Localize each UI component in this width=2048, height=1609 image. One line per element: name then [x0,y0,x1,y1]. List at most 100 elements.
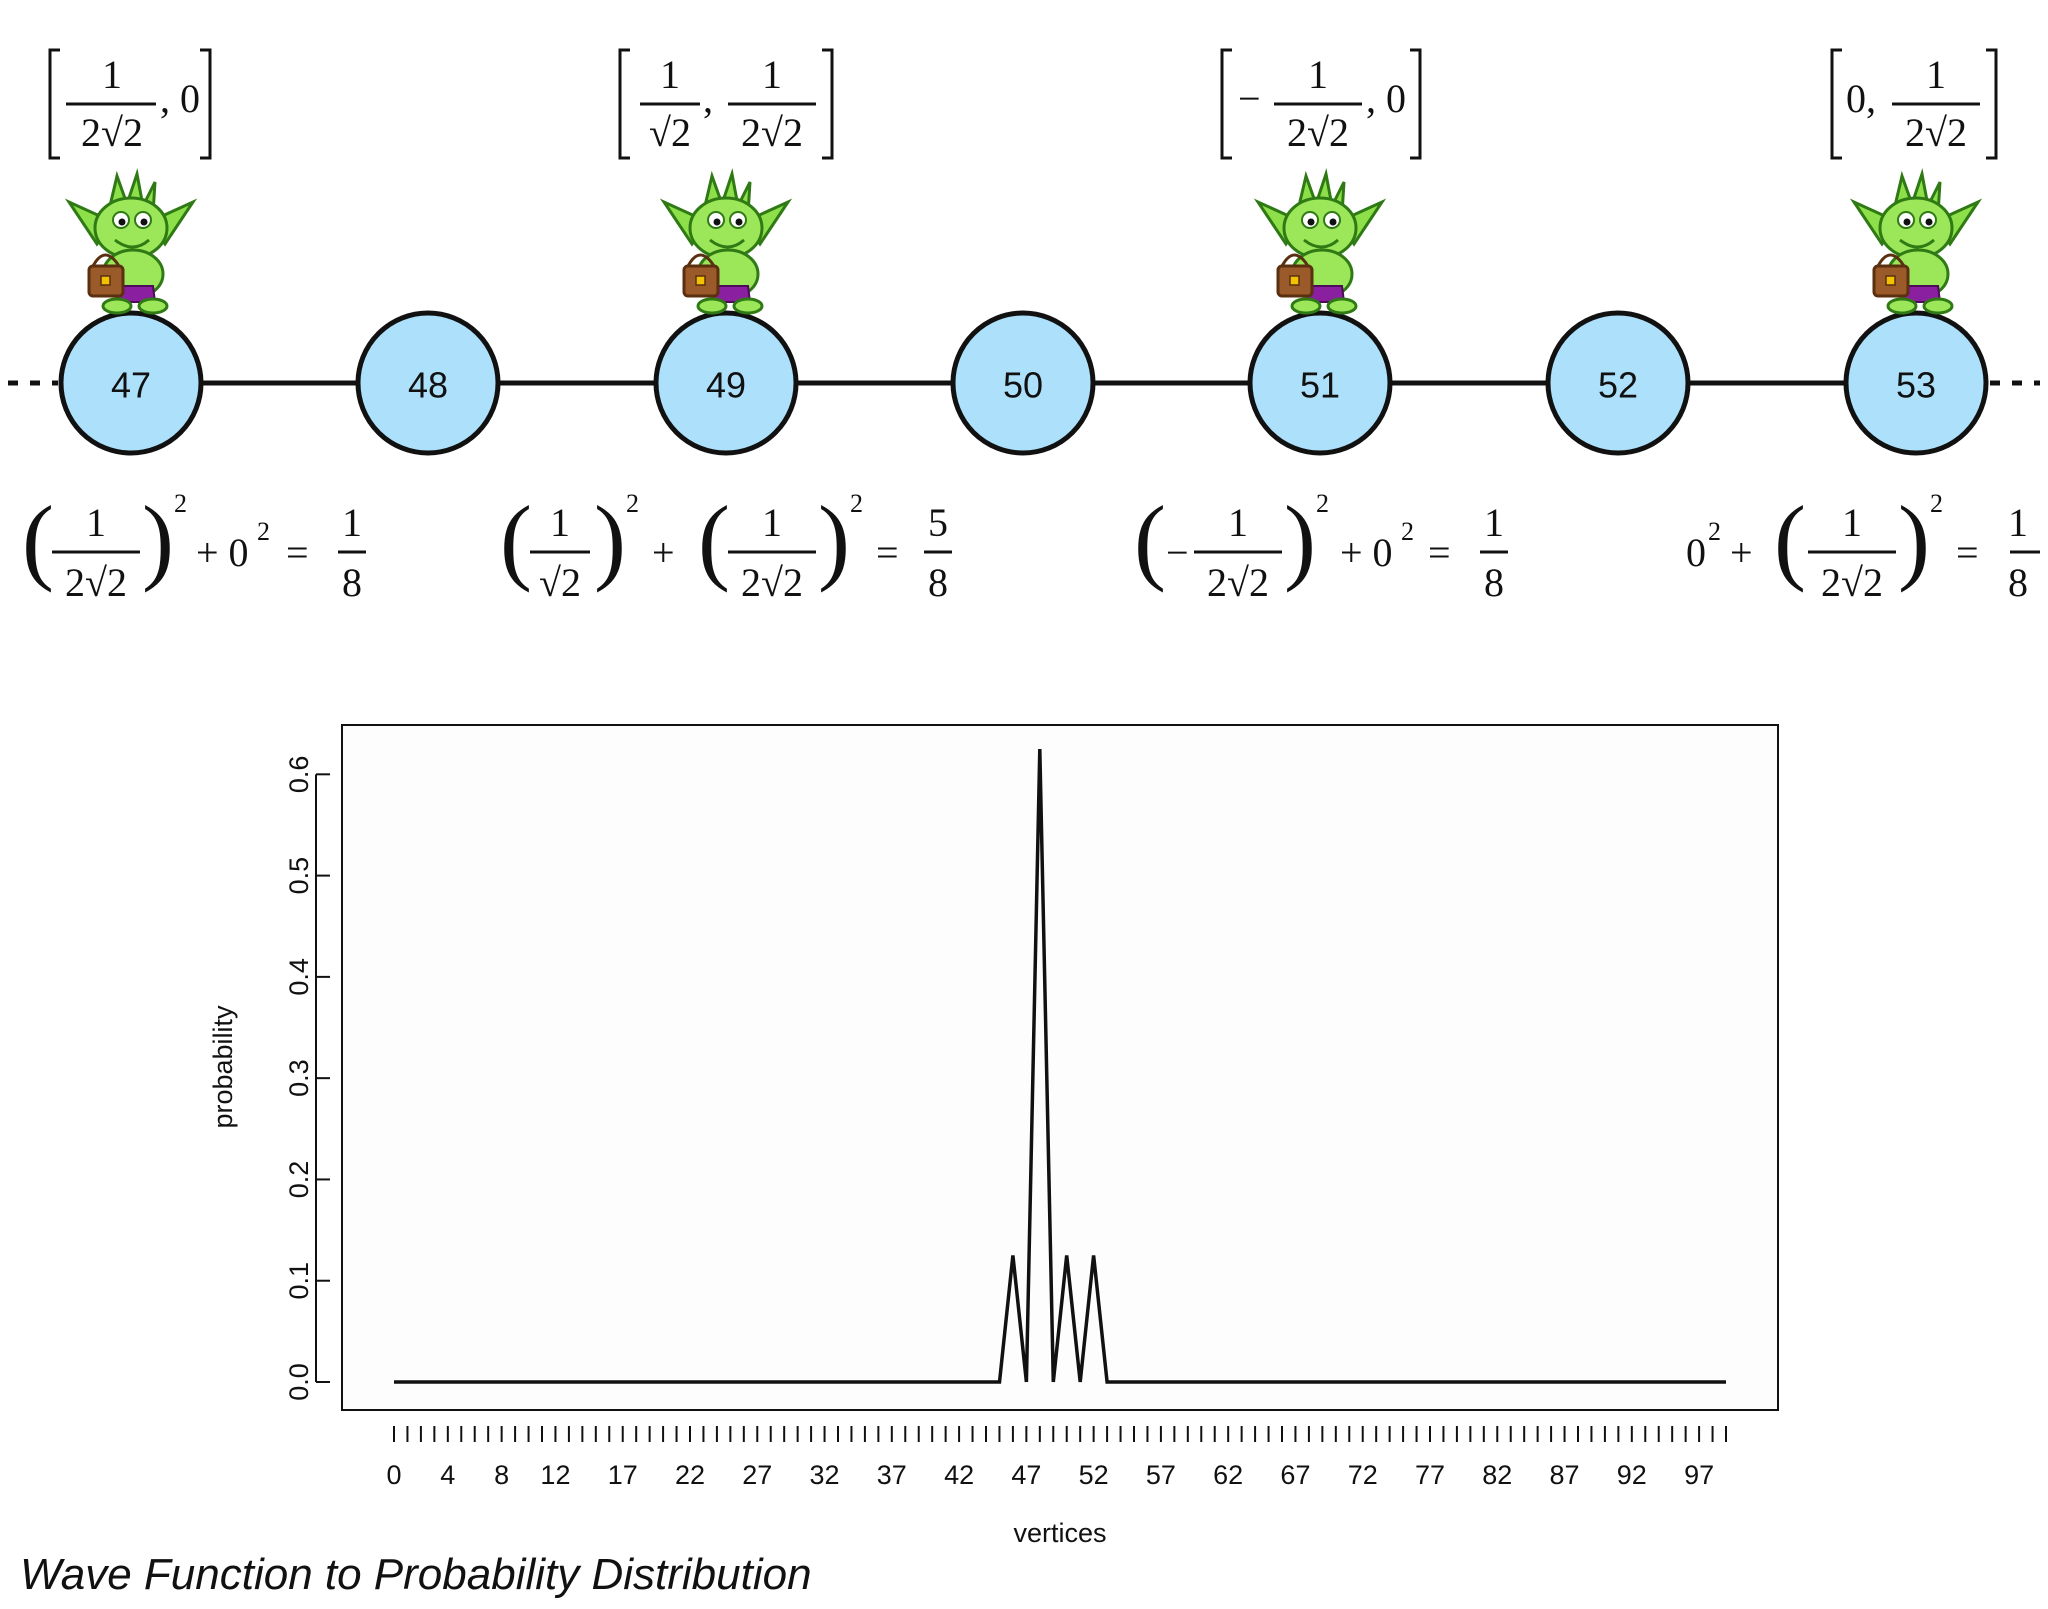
svg-text:=: = [876,530,899,575]
x-tick-label: 52 [1079,1460,1109,1490]
graph-node: 47 [58,310,204,456]
svg-text:2: 2 [850,489,863,518]
svg-text:1: 1 [102,52,122,97]
svg-text:2√2: 2√2 [1287,110,1349,155]
x-tick-label: 87 [1550,1460,1580,1490]
svg-text:1: 1 [1842,500,1862,545]
x-tick-label: 62 [1213,1460,1243,1490]
node-label: 50 [1003,365,1043,406]
cycle-graph: 47 48 49 50 51 52 53 [8,48,2040,605]
y-tick-label: 0.0 [284,1363,314,1401]
y-axis: 0.0 0.1 0.2 0.3 0.4 0.5 0.6 [284,756,330,1401]
svg-text:1: 1 [1228,500,1248,545]
svg-text:(: ( [22,486,54,593]
x-tick-label: 77 [1415,1460,1445,1490]
svg-text:2√2: 2√2 [1905,110,1967,155]
svg-text:1: 1 [762,500,782,545]
svg-text:2√2: 2√2 [65,560,127,605]
svg-text:, 0: , 0 [160,76,200,121]
node-label: 52 [1598,365,1638,406]
svg-text:(: ( [1774,486,1806,593]
svg-text:2: 2 [1401,517,1414,546]
svg-text:−: − [1238,76,1261,121]
svg-text:2√2: 2√2 [741,110,803,155]
x-tick-label: 37 [877,1460,907,1490]
goblin-walker-icon [1852,172,1980,315]
x-tick-label: 67 [1280,1460,1310,1490]
y-tick-label: 0.5 [284,857,314,895]
graph-node: 51 [1247,310,1393,456]
x-axis-label: vertices [1013,1518,1106,1548]
svg-text:2: 2 [1708,517,1721,546]
svg-text:1: 1 [342,500,362,545]
svg-text:2: 2 [174,489,187,518]
svg-text:0: 0 [1686,530,1706,575]
svg-text:(: ( [698,486,730,593]
node-label: 47 [111,365,151,406]
svg-text:+ 0: + 0 [196,530,249,575]
y-axis-label: probability [208,1005,238,1129]
svg-text:2√2: 2√2 [1207,560,1269,605]
svg-text:=: = [286,530,309,575]
figure-caption: Wave Function to Probability Distributio… [20,1550,812,1599]
probability-equation: ( 1 √2 ) 2 + ( 1 2√2 ) 2 = 5 8 [500,486,952,605]
x-tick-label: 22 [675,1460,705,1490]
y-tick-label: 0.4 [284,958,314,996]
svg-text:1: 1 [762,52,782,97]
x-tick-label: 92 [1617,1460,1647,1490]
svg-text:,: , [703,76,713,121]
x-axis: 0 4 8 12 17 22 27 32 37 42 47 52 57 62 67 72 77 82 87 92 97 [386,1426,1727,1490]
svg-text:): ) [818,486,850,593]
svg-text:1: 1 [1484,500,1504,545]
svg-text:8: 8 [2008,560,2028,605]
svg-text:−: − [1166,530,1189,575]
goblin-walker-icon [662,172,790,315]
graph-node: 52 [1545,310,1691,456]
x-tick-label: 17 [608,1460,638,1490]
goblin-walker-icon [67,172,195,315]
svg-text:): ) [142,486,174,593]
svg-text:): ) [594,486,626,593]
svg-text:√2: √2 [649,110,691,155]
svg-text:2: 2 [626,489,639,518]
svg-text:5: 5 [928,500,948,545]
svg-text:2: 2 [257,517,270,546]
svg-text:(: ( [500,486,532,593]
svg-text:8: 8 [1484,560,1504,605]
svg-text:1: 1 [550,500,570,545]
probability-plot: 0.0 0.1 0.2 0.3 0.4 0.5 0.6 0 4 8 12 17 22 27 32 37 42 4… [208,724,1779,1548]
x-tick-label: 57 [1146,1460,1176,1490]
svg-text:=: = [1428,530,1451,575]
y-tick-label: 0.2 [284,1161,314,1199]
graph-node: 49 [653,310,799,456]
svg-text:+: + [652,530,675,575]
svg-text:8: 8 [928,560,948,605]
svg-text:+ 0: + 0 [1340,530,1393,575]
amplitude-vector: 1 2√2 , 0 [48,48,212,160]
amplitude-vector: − 1 2√2 , 0 [1220,48,1422,160]
x-tick-label: 12 [540,1460,570,1490]
node-label: 49 [706,365,746,406]
y-tick-label: 0.3 [284,1059,314,1097]
y-tick-label: 0.6 [284,756,314,794]
probability-equation: ( 1 2√2 ) 2 + 0 2 = 1 8 [22,486,366,605]
graph-node: 53 [1843,310,1989,456]
svg-text:=: = [1956,530,1979,575]
graph-node: 50 [950,310,1096,456]
x-tick-label: 82 [1482,1460,1512,1490]
svg-text:, 0: , 0 [1366,76,1406,121]
svg-text:1: 1 [660,52,680,97]
svg-text:): ) [1284,486,1316,593]
svg-text:√2: √2 [539,560,581,605]
x-tick-label: 42 [944,1460,974,1490]
x-tick-label: 8 [494,1460,509,1490]
amplitude-vector: 0, 1 2√2 [1830,48,1998,160]
svg-text:8: 8 [342,560,362,605]
svg-text:1: 1 [2008,500,2028,545]
svg-text:2: 2 [1316,489,1329,518]
node-label: 53 [1896,365,1936,406]
svg-text:1: 1 [1926,52,1946,97]
svg-text:(: ( [1134,486,1166,593]
svg-text:2: 2 [1930,489,1943,518]
